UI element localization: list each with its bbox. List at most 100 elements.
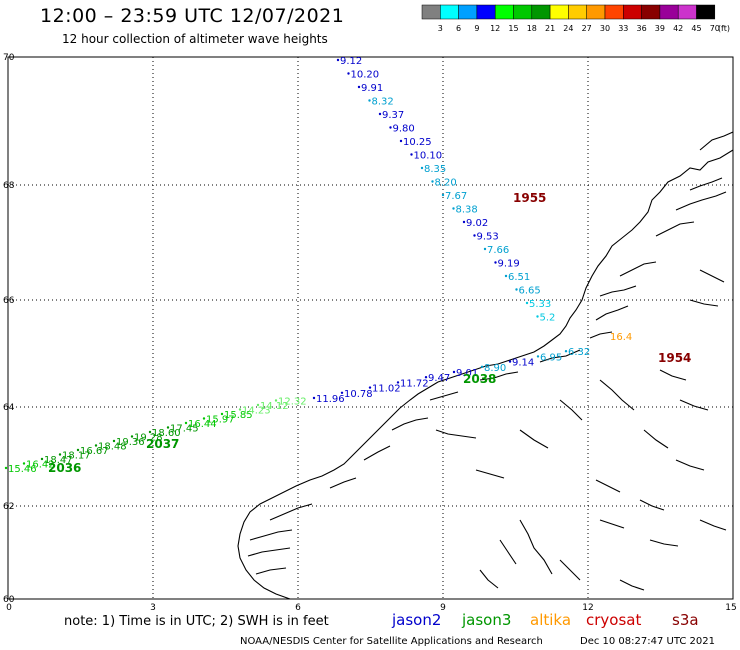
track-point xyxy=(378,112,382,116)
colorbar-label: 70 xyxy=(710,24,720,33)
colorbar-swatch xyxy=(513,4,533,20)
satellite-legend: jason2 jason3 altika cryosat s3a xyxy=(391,611,699,629)
track-point xyxy=(389,126,392,129)
wave-height-label: 8.32 xyxy=(372,97,394,108)
colorbar-label: 9 xyxy=(474,24,479,33)
track-point xyxy=(494,261,497,264)
track-point xyxy=(441,193,445,197)
colorbar-label: 39 xyxy=(655,24,665,33)
colorbar-swatch xyxy=(476,4,496,20)
track-point xyxy=(536,315,539,318)
wave-height-label: 11.02 xyxy=(372,384,401,395)
wave-height-label: 18.48 xyxy=(98,442,127,453)
wave-height-label: 8.90 xyxy=(484,363,506,374)
colorbar-label: 33 xyxy=(618,24,628,33)
wave-height-label: 6.51 xyxy=(508,272,530,283)
colorbar-unit: (ft) xyxy=(718,24,730,33)
map-frame xyxy=(7,56,734,600)
colorbar-swatch xyxy=(531,4,551,20)
wave-height-label: 18.47 xyxy=(44,455,73,466)
colorbar-label: 36 xyxy=(637,24,647,33)
wave-height-label: 9.01 xyxy=(456,368,478,379)
legend-jason3: jason3 xyxy=(461,611,511,629)
track-point xyxy=(504,274,508,278)
colorbar-swatch xyxy=(696,4,716,20)
wave-height-label: 8.38 xyxy=(456,205,478,216)
wave-height-label: 10.10 xyxy=(414,151,443,162)
colorbar-label: 27 xyxy=(582,24,592,33)
track-point xyxy=(357,85,361,89)
pass-time-label: 2038 xyxy=(463,372,496,386)
track-dots xyxy=(4,58,568,470)
legend-jason2: jason2 xyxy=(391,611,441,629)
wave-height-label: 19.28 xyxy=(134,433,163,444)
wave-height-label: 9.37 xyxy=(382,110,404,121)
footer-note: note: 1) Time is in UTC; 2) SWH is in fe… xyxy=(64,614,329,629)
wave-height-label: 12.32 xyxy=(278,397,307,408)
track-point xyxy=(184,421,188,425)
pass-times: 1955 1954 2038 2037 2036 xyxy=(48,191,691,475)
wave-height-label: 5.2 xyxy=(540,313,556,324)
pass-time-label: 2037 xyxy=(146,437,179,451)
lat-tick: 60 xyxy=(3,595,15,605)
lon-tick: 0 xyxy=(6,603,12,613)
wave-height-label: 14.23 xyxy=(242,406,271,417)
track-point xyxy=(336,58,340,62)
colorbar: 3 6 9 12 15 18 21 24 27 30 33 36 39 42 45 70(ft) xyxy=(421,4,730,33)
wave-height-label: 10.20 xyxy=(351,70,380,81)
lon-tick: 6 xyxy=(295,603,301,613)
wave-height-label: 18.17 xyxy=(62,451,91,462)
lat-tick: 68 xyxy=(3,181,15,191)
track-point xyxy=(431,180,434,183)
colorbar-label: 6 xyxy=(456,24,461,33)
wave-height-label: 15.97 xyxy=(206,415,235,426)
colorbar-swatch xyxy=(641,4,661,20)
legend-cryosat: cryosat xyxy=(586,611,641,629)
colorbar-swatch xyxy=(458,4,478,20)
track-point xyxy=(462,220,466,224)
lon-tick: 15 xyxy=(725,603,736,613)
wave-height-label: 7.66 xyxy=(487,245,509,256)
colorbar-label: 3 xyxy=(438,24,443,33)
wave-height-label: 6.65 xyxy=(519,286,541,297)
track-point xyxy=(312,396,316,400)
track-point xyxy=(396,381,400,384)
wave-height-label: 11.96 xyxy=(316,394,345,405)
wave-height-label: 7.67 xyxy=(445,191,467,202)
track-point xyxy=(340,391,344,394)
colorbar-label: 12 xyxy=(490,24,500,33)
footer-credit: NOAA/NESDIS Center for Satellite Applica… xyxy=(240,636,543,647)
track-point xyxy=(525,301,529,305)
track-point xyxy=(130,435,134,438)
track-point xyxy=(473,234,476,237)
track-point xyxy=(112,439,116,443)
colorbar-swatch xyxy=(604,4,624,20)
track-point xyxy=(564,350,568,353)
colorbar-swatch xyxy=(586,4,606,20)
track-point xyxy=(368,386,372,389)
colorbar-label: 21 xyxy=(545,24,555,33)
wave-height-label: 14.12 xyxy=(260,401,289,412)
wave-height-label: 9.47 xyxy=(428,373,450,384)
colorbar-swatch xyxy=(659,4,679,20)
wave-height-label: 6.32 xyxy=(568,347,590,358)
track-point xyxy=(452,370,456,374)
track-point xyxy=(166,426,170,429)
colorbar-label: 24 xyxy=(563,24,573,33)
lon-tick: 12 xyxy=(582,603,593,613)
lat-tick: 64 xyxy=(3,403,15,413)
track-point xyxy=(202,417,206,420)
colorbar-swatch xyxy=(549,4,569,20)
lat-tick: 62 xyxy=(3,502,14,512)
track-point xyxy=(220,412,224,416)
track-point xyxy=(94,444,98,447)
track-point xyxy=(480,365,484,368)
track-point xyxy=(4,466,8,470)
track-point xyxy=(76,448,80,452)
lon-tick: 3 xyxy=(150,603,156,613)
wave-height-label: 9.14 xyxy=(512,358,534,369)
track-point xyxy=(483,247,487,251)
pass-time-label: 2036 xyxy=(48,461,81,475)
wave-height-label: 11.72 xyxy=(400,378,429,389)
